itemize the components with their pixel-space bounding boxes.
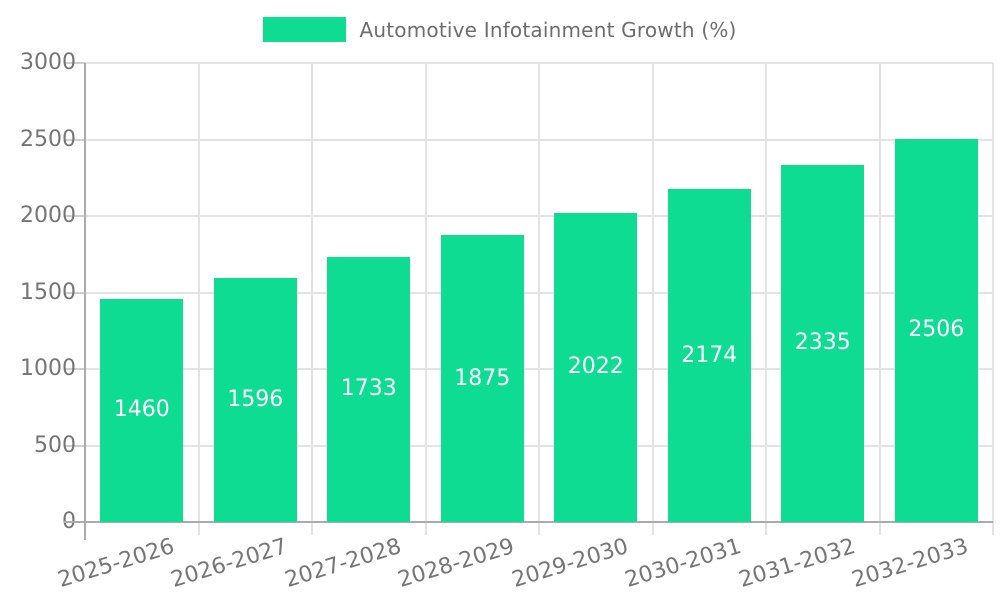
y-tick-label: 2000 xyxy=(20,203,76,228)
y-tick-label: 3000 xyxy=(20,50,76,75)
x-tick-label: 2025-2026 xyxy=(55,534,178,593)
bar xyxy=(213,277,297,522)
x-tick-label: 2029-2030 xyxy=(509,534,632,593)
x-tick-label: 2032-2033 xyxy=(849,534,972,593)
y-axis-tick xyxy=(64,138,85,141)
legend-swatch xyxy=(263,17,347,42)
bar-value-label: 2335 xyxy=(794,330,851,356)
bar xyxy=(554,212,638,522)
bar xyxy=(440,235,524,522)
bar-value-label: 2506 xyxy=(908,317,965,343)
bar xyxy=(667,189,751,522)
y-tick-label: 500 xyxy=(34,432,76,458)
bar xyxy=(894,138,978,522)
gridline-vertical xyxy=(197,63,200,522)
x-axis-tick xyxy=(651,522,654,535)
y-axis-tick xyxy=(64,444,85,447)
y-axis-line xyxy=(84,63,86,540)
x-axis-tick xyxy=(992,522,994,535)
gridline-vertical xyxy=(651,63,654,522)
y-axis-tick xyxy=(64,368,85,370)
gridline-vertical xyxy=(878,63,881,522)
y-tick-label: 1500 xyxy=(20,279,76,305)
y-tick-label: 2500 xyxy=(20,126,76,152)
gridline-vertical xyxy=(424,63,427,522)
x-axis-tick xyxy=(878,522,881,535)
bar-value-label: 2174 xyxy=(681,342,738,368)
y-axis-tick xyxy=(64,215,85,217)
gridline-vertical xyxy=(538,63,540,522)
bar xyxy=(100,298,184,522)
bar-value-label: 1460 xyxy=(113,397,170,423)
bar-value-label: 1733 xyxy=(340,376,397,402)
x-axis-line xyxy=(64,521,993,523)
gridline-vertical xyxy=(992,63,994,522)
gridline-vertical xyxy=(311,63,313,522)
bar-value-label: 1596 xyxy=(227,386,284,412)
x-axis-tick xyxy=(311,522,313,535)
x-tick-label: 2030-2031 xyxy=(622,534,745,593)
bar-value-label: 2022 xyxy=(567,354,624,380)
x-tick-label: 2026-2027 xyxy=(168,534,291,593)
legend-label: Automotive Infotainment Growth (%) xyxy=(359,17,737,42)
y-axis-tick xyxy=(64,291,85,294)
x-tick-label: 2031-2032 xyxy=(736,534,859,593)
x-axis-tick xyxy=(765,522,767,535)
chart-legend: Automotive Infotainment Growth (%) xyxy=(0,17,1000,42)
bar-value-label: 1875 xyxy=(454,365,511,391)
bar xyxy=(781,164,865,522)
x-axis-tick xyxy=(538,522,540,535)
y-axis-tick xyxy=(64,62,85,64)
x-axis-tick xyxy=(424,522,427,535)
x-tick-label: 2027-2028 xyxy=(282,534,405,593)
y-tick-label: 1000 xyxy=(20,356,76,381)
x-axis-tick xyxy=(197,522,200,535)
bar xyxy=(327,256,411,522)
x-tick-label: 2028-2029 xyxy=(395,534,518,593)
gridline-vertical xyxy=(765,63,767,522)
